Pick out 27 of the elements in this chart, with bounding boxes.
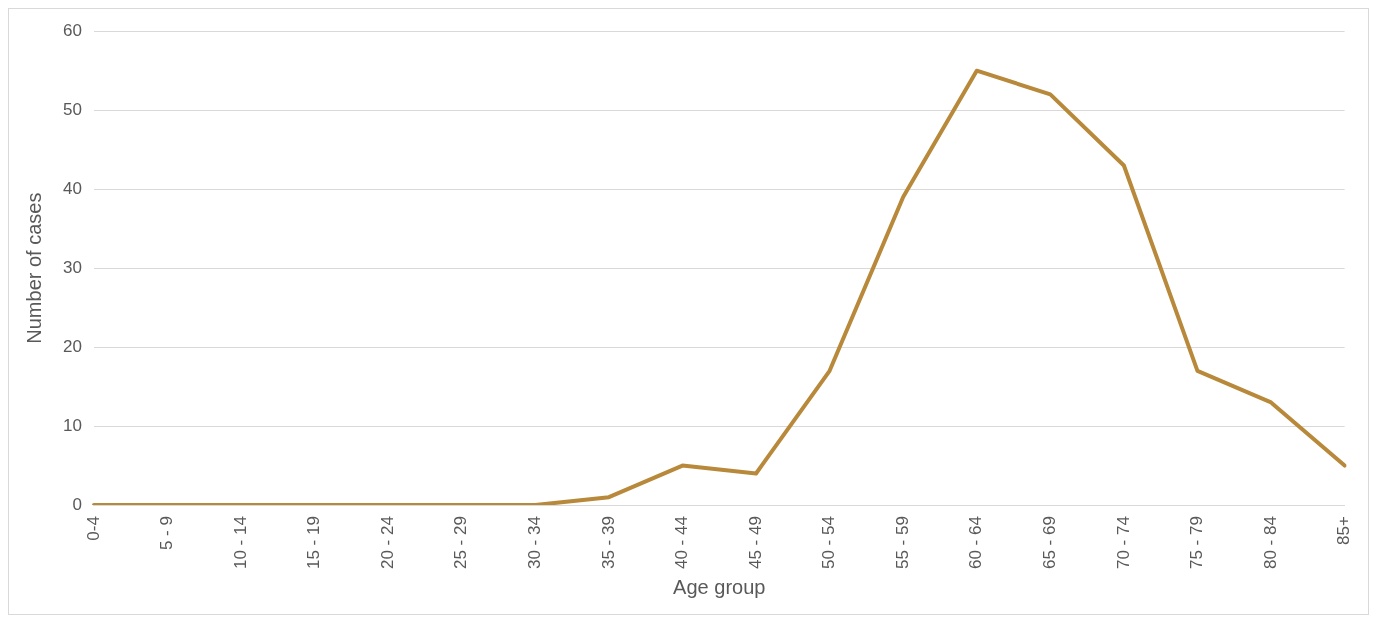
y-axis-title: Number of cases [22,192,45,344]
x-tick-label: 75 - 79 [1187,516,1207,570]
y-tick-label: 0 [72,494,82,514]
x-tick-label: 85+ [1334,516,1354,545]
x-tick-label: 5 - 9 [157,516,177,551]
x-tick-label: 25 - 29 [451,516,471,570]
x-tick-label: 10 - 14 [230,516,250,570]
x-tick-label: 0-4 [83,516,103,541]
x-tick-label: 40 - 44 [672,516,692,570]
x-tick-label: 15 - 19 [304,516,324,570]
x-tick-label: 30 - 34 [525,516,545,570]
x-tick-label: 60 - 64 [966,516,986,570]
y-tick-label: 30 [62,257,82,277]
x-tick-label: 20 - 24 [377,516,397,570]
y-tick-label: 60 [62,20,82,40]
y-tick-label: 20 [62,336,82,356]
y-tick-label: 10 [62,415,82,435]
x-tick-label: 50 - 54 [819,516,839,570]
x-axis-title: Age group [673,575,766,598]
y-tick-label: 50 [62,99,82,119]
x-tick-label: 35 - 39 [598,516,618,570]
x-tick-label: 80 - 84 [1260,516,1280,570]
x-tick-label: 70 - 74 [1113,516,1133,570]
x-tick-label: 45 - 49 [745,516,765,570]
y-tick-label: 40 [62,178,82,198]
x-tick-label: 65 - 69 [1040,516,1060,570]
x-tick-label: 55 - 59 [892,516,912,570]
